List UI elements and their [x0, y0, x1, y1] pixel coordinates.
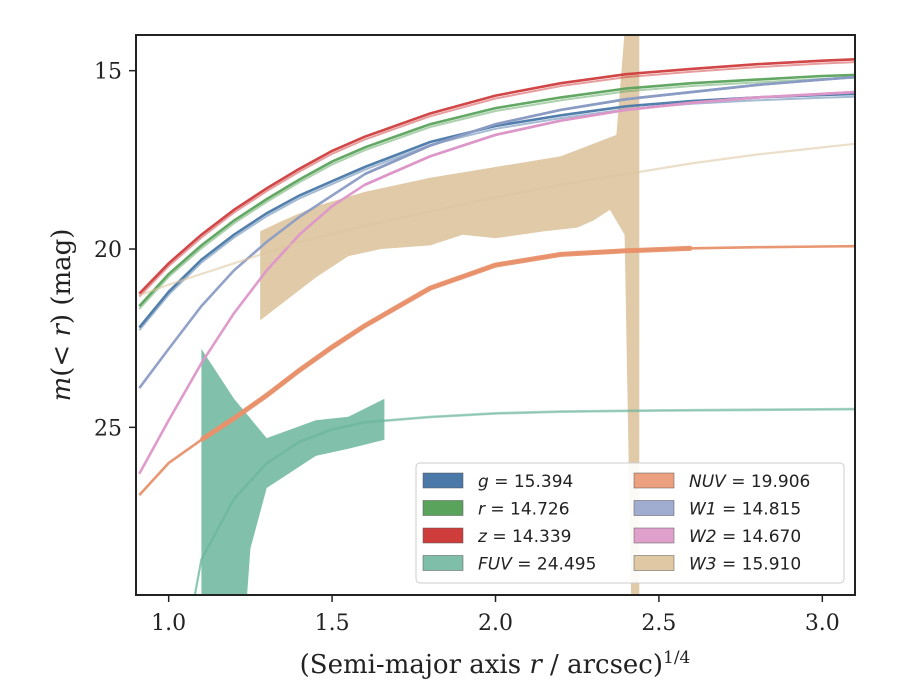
x-tick-label: 2.5	[641, 611, 676, 636]
legend-swatch	[422, 527, 464, 544]
y-tick-label: 15	[94, 60, 122, 85]
legend-band-name: FUV	[478, 555, 513, 575]
series-line-w3	[138, 142, 855, 297]
nuv-measured-segment	[200, 245, 692, 442]
legend-entry: W1 = 14.815	[689, 500, 801, 520]
fuv-uncertainty-band	[201, 348, 385, 595]
legend-entry: z = 14.339	[477, 527, 571, 547]
legend-band-name: W2	[689, 527, 717, 547]
legend-value: = 14.815	[717, 500, 802, 520]
legend-value: = 24.495	[512, 555, 597, 575]
legend-swatch	[633, 555, 675, 571]
series-line-w2-measured	[364, 90, 855, 186]
legend-band-name: z	[477, 527, 488, 547]
x-tick-label: 1.0	[151, 611, 186, 636]
series-band-r	[138, 76, 855, 310]
legend-entry: r = 14.726	[478, 500, 570, 520]
legend-entry: g = 15.394	[478, 472, 573, 492]
legend-swatch	[633, 500, 675, 516]
legend-value: = 19.906	[726, 472, 811, 492]
series-line-w1-measured	[364, 75, 855, 176]
legend-swatch	[633, 527, 675, 544]
x-tick-label: 2.0	[478, 611, 513, 636]
series-line-z	[138, 58, 855, 295]
legend-value: = 14.339	[487, 527, 572, 547]
x-tick-label: 1.5	[315, 611, 350, 636]
legend-band-name: W1	[689, 500, 717, 520]
x-tick-label: 3.0	[805, 611, 840, 636]
y-axis-label: m(< r) (mag)	[47, 229, 77, 402]
legend-value: = 15.394	[489, 472, 574, 492]
legend-entry: FUV = 24.495	[478, 555, 596, 575]
series-band-g	[138, 95, 855, 331]
x-axis-label: (Semi-major axis r / arcsec)1/4	[300, 648, 691, 680]
legend-entry: W3 = 15.910	[689, 555, 801, 575]
legend-value: = 15.910	[717, 555, 802, 575]
legend-band-name: NUV	[689, 472, 727, 492]
series-line-r	[138, 73, 855, 307]
legend-swatch	[633, 472, 675, 489]
legend-swatch	[422, 472, 464, 489]
legend-band-name: W3	[689, 555, 717, 575]
legend-band-name: r	[478, 500, 486, 520]
legend-band-name: g	[478, 472, 489, 492]
w3-uncertainty-band	[260, 35, 640, 595]
legend-swatch	[422, 500, 464, 516]
legend-value: = 14.670	[717, 527, 802, 547]
y-tick-label: 20	[94, 238, 122, 263]
legend-entry: NUV = 19.906	[689, 472, 810, 492]
legend-entry: W2 = 14.670	[689, 527, 801, 547]
y-tick-label: 25	[94, 416, 122, 441]
legend-value: = 14.726	[485, 500, 570, 520]
series-band-z	[138, 61, 855, 298]
legend-box	[415, 462, 845, 584]
legend-swatch	[422, 555, 464, 571]
series-band-fuv	[193, 408, 855, 595]
